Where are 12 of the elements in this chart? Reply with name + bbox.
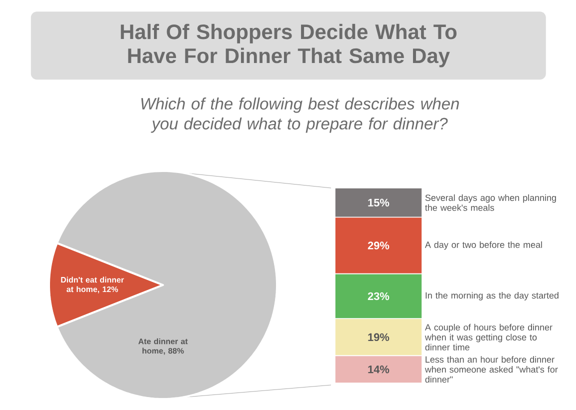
series-label: A day or two before the meal <box>424 241 542 250</box>
series-label: Several days ago when planning the week's meals <box>425 194 556 211</box>
series-label: In the morning as the day started <box>426 292 558 300</box>
chart-subtitle: Which of the following best describes when you decided what to prepare for dinner? <box>141 98 459 133</box>
data-label: 14% <box>368 365 390 374</box>
data-label: 15% <box>368 198 390 206</box>
series-label: A couple of hours before dinner when it was getting close to dinner time <box>424 324 552 350</box>
data-label: 19% <box>368 333 390 342</box>
data-label: 23% <box>368 292 390 300</box>
chart-title: Half Of Shoppers Decide What To Have For Dinner That Same Day <box>120 24 457 68</box>
data-label: 29% <box>368 242 390 250</box>
series-label: Less than an hour before dinner when someone asked "what's for dinner" <box>424 356 558 383</box>
